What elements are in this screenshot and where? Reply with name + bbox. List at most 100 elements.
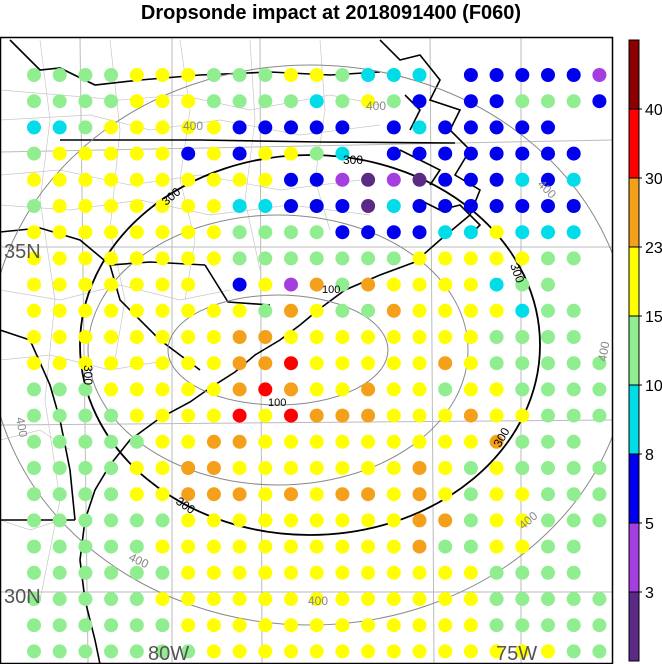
impact-dot bbox=[412, 461, 427, 475]
impact-dot bbox=[515, 225, 530, 240]
impact-dot bbox=[309, 172, 324, 187]
impact-dot bbox=[284, 513, 298, 528]
impact-dot bbox=[129, 592, 144, 606]
impact-dot bbox=[309, 618, 324, 633]
impact-dot bbox=[592, 592, 607, 606]
impact-dot bbox=[566, 513, 581, 528]
impact-dot bbox=[386, 565, 401, 580]
impact-dot bbox=[541, 487, 555, 502]
impact-dot bbox=[541, 618, 555, 633]
impact-dot bbox=[412, 172, 427, 187]
impact-dot bbox=[52, 461, 67, 475]
impact-dot bbox=[463, 146, 478, 161]
impact-dot bbox=[258, 618, 273, 633]
impact-dot bbox=[489, 618, 504, 633]
impact-dot bbox=[206, 225, 221, 240]
impact-dot bbox=[309, 644, 324, 659]
impact-dot bbox=[27, 539, 41, 554]
impact-dot bbox=[206, 487, 221, 502]
impact-dot bbox=[386, 644, 401, 659]
impact-dot bbox=[206, 251, 221, 266]
impact-dot bbox=[78, 565, 93, 580]
impact-dot bbox=[386, 277, 401, 292]
impact-dot bbox=[181, 330, 196, 344]
impact-dot bbox=[309, 408, 324, 423]
impact-dot bbox=[335, 68, 350, 82]
impact-dot bbox=[335, 330, 350, 344]
impact-dot bbox=[386, 408, 401, 423]
impact-dot bbox=[52, 539, 67, 554]
impact-dot bbox=[129, 120, 144, 135]
impact-dot bbox=[335, 539, 350, 554]
impact-dot bbox=[104, 644, 119, 659]
impact-dot bbox=[309, 146, 324, 161]
impact-dot bbox=[463, 565, 478, 580]
impact-dot bbox=[361, 277, 376, 292]
impact-dot bbox=[129, 382, 144, 397]
impact-dot bbox=[592, 408, 607, 423]
impact-dot bbox=[232, 356, 247, 371]
impact-dot bbox=[386, 94, 401, 109]
impact-dot bbox=[463, 225, 478, 240]
impact-dot bbox=[206, 434, 221, 449]
impact-dot bbox=[232, 487, 247, 502]
impact-dot bbox=[515, 330, 530, 344]
impact-dot bbox=[335, 94, 350, 109]
impact-dot bbox=[541, 330, 555, 344]
impact-dot bbox=[412, 592, 427, 606]
impact-dot bbox=[463, 94, 478, 109]
impact-dot bbox=[181, 251, 196, 266]
impact-dot bbox=[52, 94, 67, 109]
impact-dot bbox=[181, 68, 196, 82]
impact-dot bbox=[129, 303, 144, 318]
impact-dot bbox=[309, 225, 324, 240]
impact-dot bbox=[361, 199, 376, 213]
impact-dot bbox=[27, 356, 41, 371]
impact-dot bbox=[284, 434, 298, 449]
impact-dot bbox=[309, 487, 324, 502]
impact-dot bbox=[335, 120, 350, 135]
impact-dot bbox=[155, 356, 170, 371]
impact-dot bbox=[541, 199, 555, 213]
impact-dot bbox=[566, 251, 581, 266]
impact-dot bbox=[515, 618, 530, 633]
impact-dot bbox=[104, 592, 119, 606]
impact-dot bbox=[78, 277, 93, 292]
impact-dot bbox=[566, 618, 581, 633]
impact-dot bbox=[438, 330, 453, 344]
impact-dot bbox=[78, 225, 93, 240]
impact-dot bbox=[27, 172, 41, 187]
impact-dot bbox=[206, 408, 221, 423]
impact-dot bbox=[27, 408, 41, 423]
impact-dot bbox=[541, 120, 555, 135]
impact-dot bbox=[155, 382, 170, 397]
impact-dot bbox=[104, 461, 119, 475]
impact-dot bbox=[361, 513, 376, 528]
impact-dot bbox=[541, 539, 555, 554]
impact-dot bbox=[515, 565, 530, 580]
impact-dot bbox=[258, 94, 273, 109]
impact-dot bbox=[361, 68, 376, 82]
impact-dot bbox=[104, 68, 119, 82]
impact-dot bbox=[232, 461, 247, 475]
impact-dot bbox=[206, 565, 221, 580]
impact-dot bbox=[232, 199, 247, 213]
impact-dot bbox=[258, 513, 273, 528]
impact-dot bbox=[566, 592, 581, 606]
impact-dot bbox=[592, 644, 607, 659]
impact-dot bbox=[515, 461, 530, 475]
impact-dot bbox=[463, 434, 478, 449]
ring-label-300c: 300 bbox=[81, 365, 95, 385]
lat-label-30n: 30N bbox=[4, 586, 41, 608]
impact-dot bbox=[386, 330, 401, 344]
impact-dot bbox=[515, 487, 530, 502]
impact-dot bbox=[309, 68, 324, 82]
impact-dot bbox=[566, 356, 581, 371]
impact-dot bbox=[309, 303, 324, 318]
impact-dot bbox=[361, 303, 376, 318]
impact-dot bbox=[129, 565, 144, 580]
impact-dot bbox=[412, 356, 427, 371]
impact-dot bbox=[104, 277, 119, 292]
impact-dot bbox=[232, 434, 247, 449]
impact-dot bbox=[412, 225, 427, 240]
